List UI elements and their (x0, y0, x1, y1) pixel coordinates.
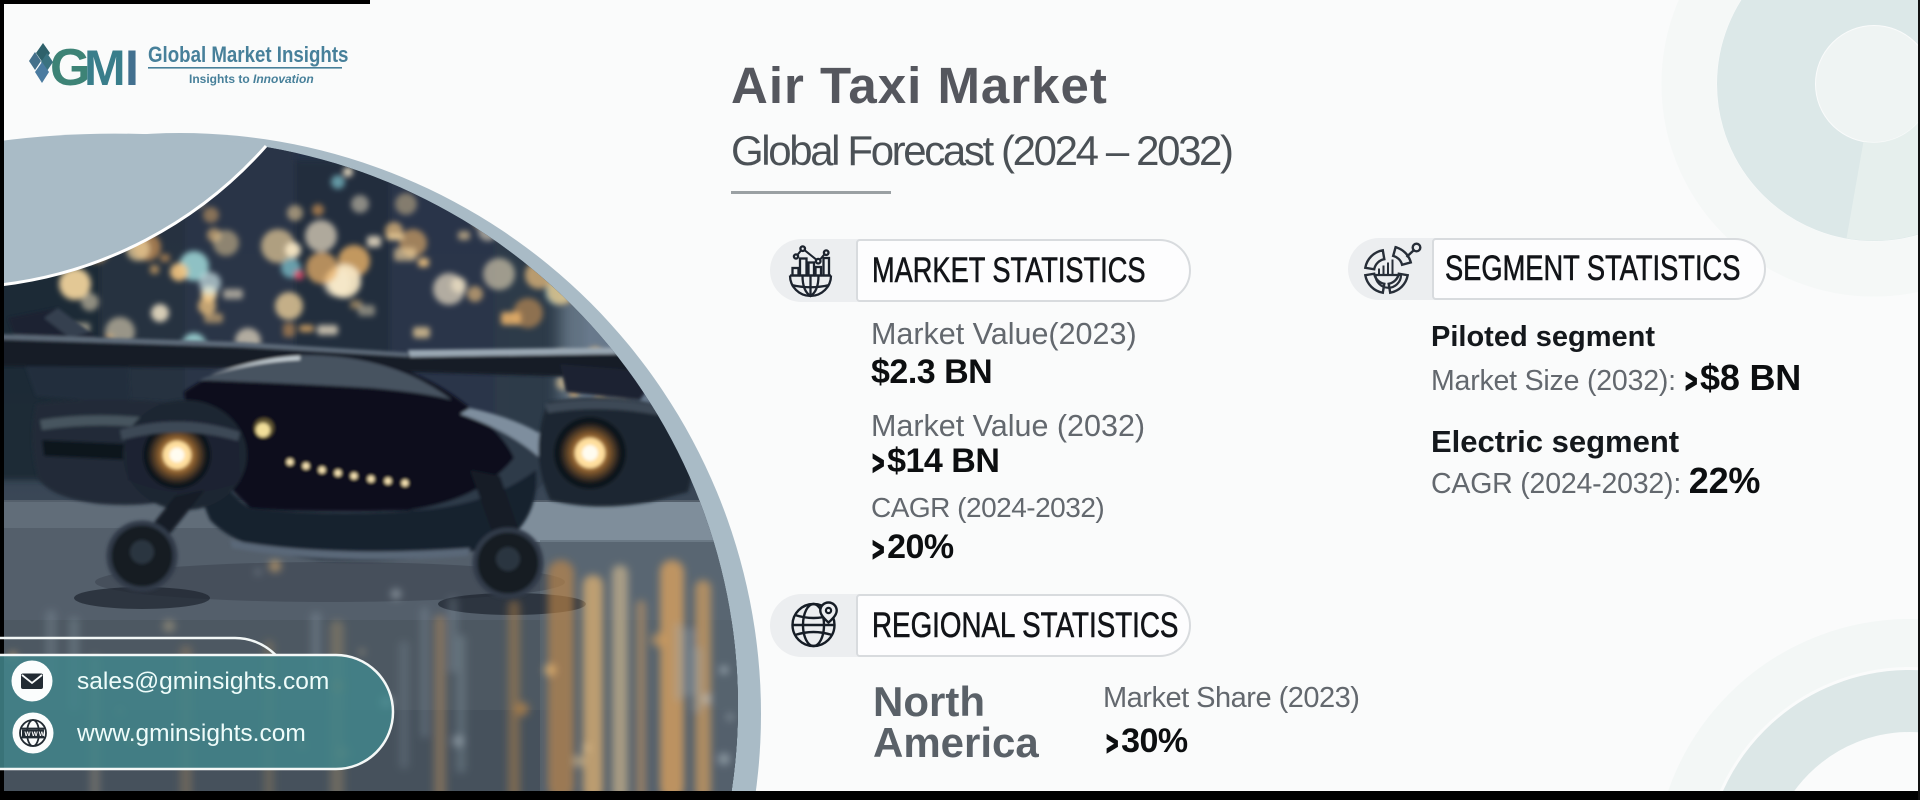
svg-text:WWW: WWW (25, 731, 46, 738)
svg-text:Insights to Innovation: Insights to Innovation (189, 72, 314, 86)
svg-text:I: I (125, 40, 139, 96)
svg-text:G: G (50, 40, 88, 96)
svg-text:M: M (84, 40, 126, 96)
svg-text:Global Market Insights: Global Market Insights (148, 44, 348, 68)
svg-text:www.gminsights.com: www.gminsights.com (76, 720, 306, 747)
svg-text:sales@gminsights.com: sales@gminsights.com (77, 668, 329, 695)
